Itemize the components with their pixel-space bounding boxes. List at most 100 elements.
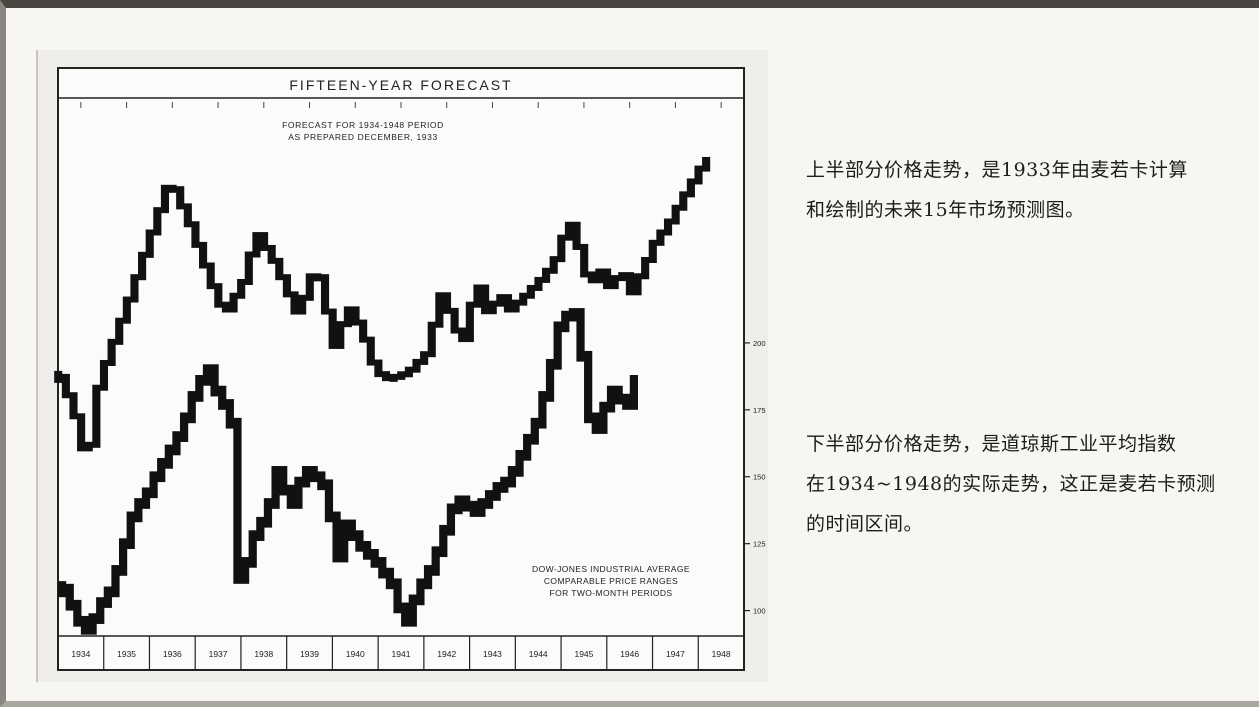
year-label: 1941 — [392, 649, 411, 659]
year-label: 1939 — [300, 649, 319, 659]
forecast-bar — [138, 251, 147, 281]
forecast-bar — [199, 241, 208, 269]
dow-bar — [500, 476, 509, 493]
forecast-bar — [115, 317, 124, 345]
dow-bar — [103, 586, 112, 608]
dow-bar — [515, 449, 524, 477]
dow-bar — [172, 431, 181, 456]
dow-bar — [545, 358, 555, 402]
chart-frame — [57, 67, 745, 671]
y-tick-label: 200 — [753, 339, 766, 348]
forecast-bar — [328, 308, 337, 349]
dow-bar — [408, 594, 417, 627]
forecast-bar — [679, 191, 688, 211]
dow-bar — [80, 615, 90, 635]
forecast-bar — [526, 284, 535, 299]
dow-bar — [65, 583, 74, 611]
forecast-bar — [282, 274, 291, 298]
year-label: 1943 — [483, 649, 502, 659]
forecast-bar — [564, 221, 573, 241]
dow-bar — [134, 498, 143, 523]
dow-bar — [599, 401, 608, 434]
dow-bar — [423, 565, 433, 590]
forecast-bar — [580, 243, 589, 278]
dow-bar — [164, 444, 173, 469]
dow-bar — [263, 498, 273, 528]
dow-bar — [370, 549, 379, 568]
forecast-bar — [107, 338, 116, 366]
y-tick-label: 125 — [753, 540, 766, 549]
forecast-bar — [320, 274, 330, 315]
dow-bar — [385, 567, 395, 590]
dow-bar — [240, 557, 250, 584]
dow-note-line-3: FOR TWO-MONTH PERIODS — [550, 588, 673, 598]
dow-bar — [355, 530, 364, 552]
forecast-bar — [397, 371, 406, 380]
forecast-bar — [420, 351, 429, 365]
dow-bar — [202, 364, 212, 386]
forecast-bar — [122, 296, 131, 324]
forecast-bar — [160, 184, 170, 214]
forecast-bar — [130, 274, 139, 303]
dow-bar — [584, 350, 593, 424]
chart-title: FIFTEEN-YEAR FORECAST — [289, 77, 512, 93]
y-tick-label: 100 — [753, 607, 766, 616]
forecast-bar — [244, 251, 253, 285]
forecast-bar — [694, 165, 703, 185]
forecast-bar — [473, 284, 482, 308]
forecast-bar — [542, 267, 551, 283]
dow-bar — [622, 393, 631, 410]
year-label: 1934 — [71, 649, 90, 659]
caption-bottom-line-1: 下半部分价格走势，是道琼斯工业平均指数 — [806, 433, 1177, 455]
dow-bar — [218, 385, 227, 410]
forecast-bar — [602, 268, 612, 290]
dow-bar — [378, 557, 387, 579]
forecast-bar — [221, 301, 230, 313]
forecast-bar — [259, 232, 269, 251]
forecast-bar — [503, 294, 513, 313]
y-tick-label: 150 — [753, 473, 766, 482]
dow-bar — [507, 466, 517, 488]
forecast-bar — [496, 294, 505, 307]
dow-bar — [591, 412, 600, 434]
forecast-bar — [648, 239, 657, 263]
forecast-bar — [663, 218, 673, 236]
forecast-bar — [252, 232, 261, 258]
forecast-bar — [214, 283, 223, 308]
forecast-bar — [176, 186, 185, 210]
dow-bar — [401, 602, 410, 627]
forecast-bar — [61, 373, 70, 399]
dow-bar — [431, 546, 440, 576]
forecast-bar — [54, 370, 63, 383]
dow-bar — [157, 458, 166, 483]
year-label: 1936 — [163, 649, 182, 659]
dow-bar — [362, 540, 372, 560]
forecast-bar — [488, 300, 497, 315]
dow-bar — [187, 391, 196, 424]
dow-bar — [606, 385, 616, 413]
year-label: 1947 — [666, 649, 685, 659]
dow-bar — [477, 498, 486, 517]
forecast-bar — [191, 221, 200, 248]
dow-bar — [195, 375, 204, 402]
y-axis: 200 175 150 125 100 — [744, 339, 766, 616]
forecast-bar — [84, 441, 93, 452]
dow-bar — [523, 433, 532, 461]
dow-bar — [454, 495, 463, 515]
forecast-bar — [275, 257, 284, 281]
year-label: 1938 — [254, 649, 273, 659]
forecast-bar — [69, 392, 78, 420]
forecast-bar — [267, 244, 276, 264]
dow-bar — [332, 511, 341, 563]
year-label: 1942 — [437, 649, 456, 659]
forecast-bar — [511, 299, 520, 313]
chart-svg: FIFTEEN-YEAR FORECAST FORECAST FOR 1934-… — [54, 67, 766, 671]
dow-bar — [118, 538, 128, 576]
dow-bar — [561, 310, 570, 333]
forecast-bar — [656, 229, 665, 246]
forecast-bar — [435, 292, 444, 328]
forecast-bar — [610, 275, 619, 290]
forecast-bar — [702, 156, 711, 172]
y-tick-label: 175 — [753, 406, 766, 415]
forecast-bar — [336, 321, 345, 349]
